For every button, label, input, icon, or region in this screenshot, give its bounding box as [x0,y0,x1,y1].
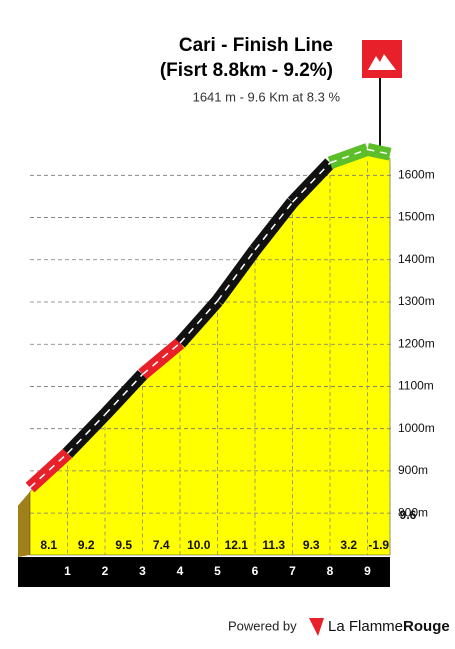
profile-area [29,153,391,556]
gradient-label: 11.3 [262,538,285,552]
y-tick-label: 900m [398,463,428,477]
brand-bold: Rouge [403,618,450,635]
road-center [142,342,181,375]
x-tick-label: 6 [252,564,259,578]
road-center [179,300,219,344]
road-center [104,373,144,416]
x-tick-label: 2 [102,564,109,578]
powered-by: Powered by [228,618,297,633]
gradient-label: 3.2 [340,538,357,552]
y-tick-label: 1400m [398,252,435,266]
x-tick-label: 3 [139,564,146,578]
y-tick-label: 1100m [398,379,434,393]
y-tick-label: 1300m [398,294,435,308]
brand-logo [309,618,324,636]
y-tick-label: 1500m [398,210,435,224]
road-center [291,162,331,203]
gradient-label: 9.2 [78,538,95,552]
profile-side [18,491,30,557]
gradient-label: 9.5 [115,538,132,552]
road-center [367,148,391,155]
road-center [216,249,256,302]
x-tick-label: 5 [214,564,221,578]
profile-body: 800m900m1000m1100m1200m1300m1400m1500m16… [18,143,435,587]
chart-title: Cari - Finish Line [179,35,333,56]
road-center [29,452,69,489]
gradient-label: -1.9 [368,538,389,552]
gradient-label: 10.0 [187,538,211,552]
climb-summary: 1641 m - 9.6 Km at 8.3 % [193,89,341,104]
brand-name: La FlammeRouge [328,618,450,635]
y-tick-label: 1600m [398,168,435,182]
road-center [66,414,106,454]
gradient-label: 7.4 [153,538,170,552]
brand-light: La Flamme [328,618,403,635]
road-center [254,201,294,251]
flag-mountain [368,54,396,70]
x-tick-label: 9 [364,564,371,578]
y-tick-label: 1000m [398,421,435,435]
gradient-label: 12.1 [225,538,249,552]
x-tick-label: 4 [177,564,184,578]
chart-subtitle: (Fisrt 8.8km - 9.2%) [160,60,333,81]
gradient-label: 8.1 [40,538,57,552]
x-tick-label: 7 [289,564,296,578]
km-band [18,557,390,587]
y-tick-label: 800m [398,505,428,519]
x-tick-label: 1 [64,564,71,578]
x-tick-label: 8 [327,564,334,578]
gradient-label: 9.3 [303,538,320,552]
y-tick-label: 1200m [398,336,435,350]
x-tick-label: 9.6 [400,508,417,522]
road-center [329,148,368,164]
